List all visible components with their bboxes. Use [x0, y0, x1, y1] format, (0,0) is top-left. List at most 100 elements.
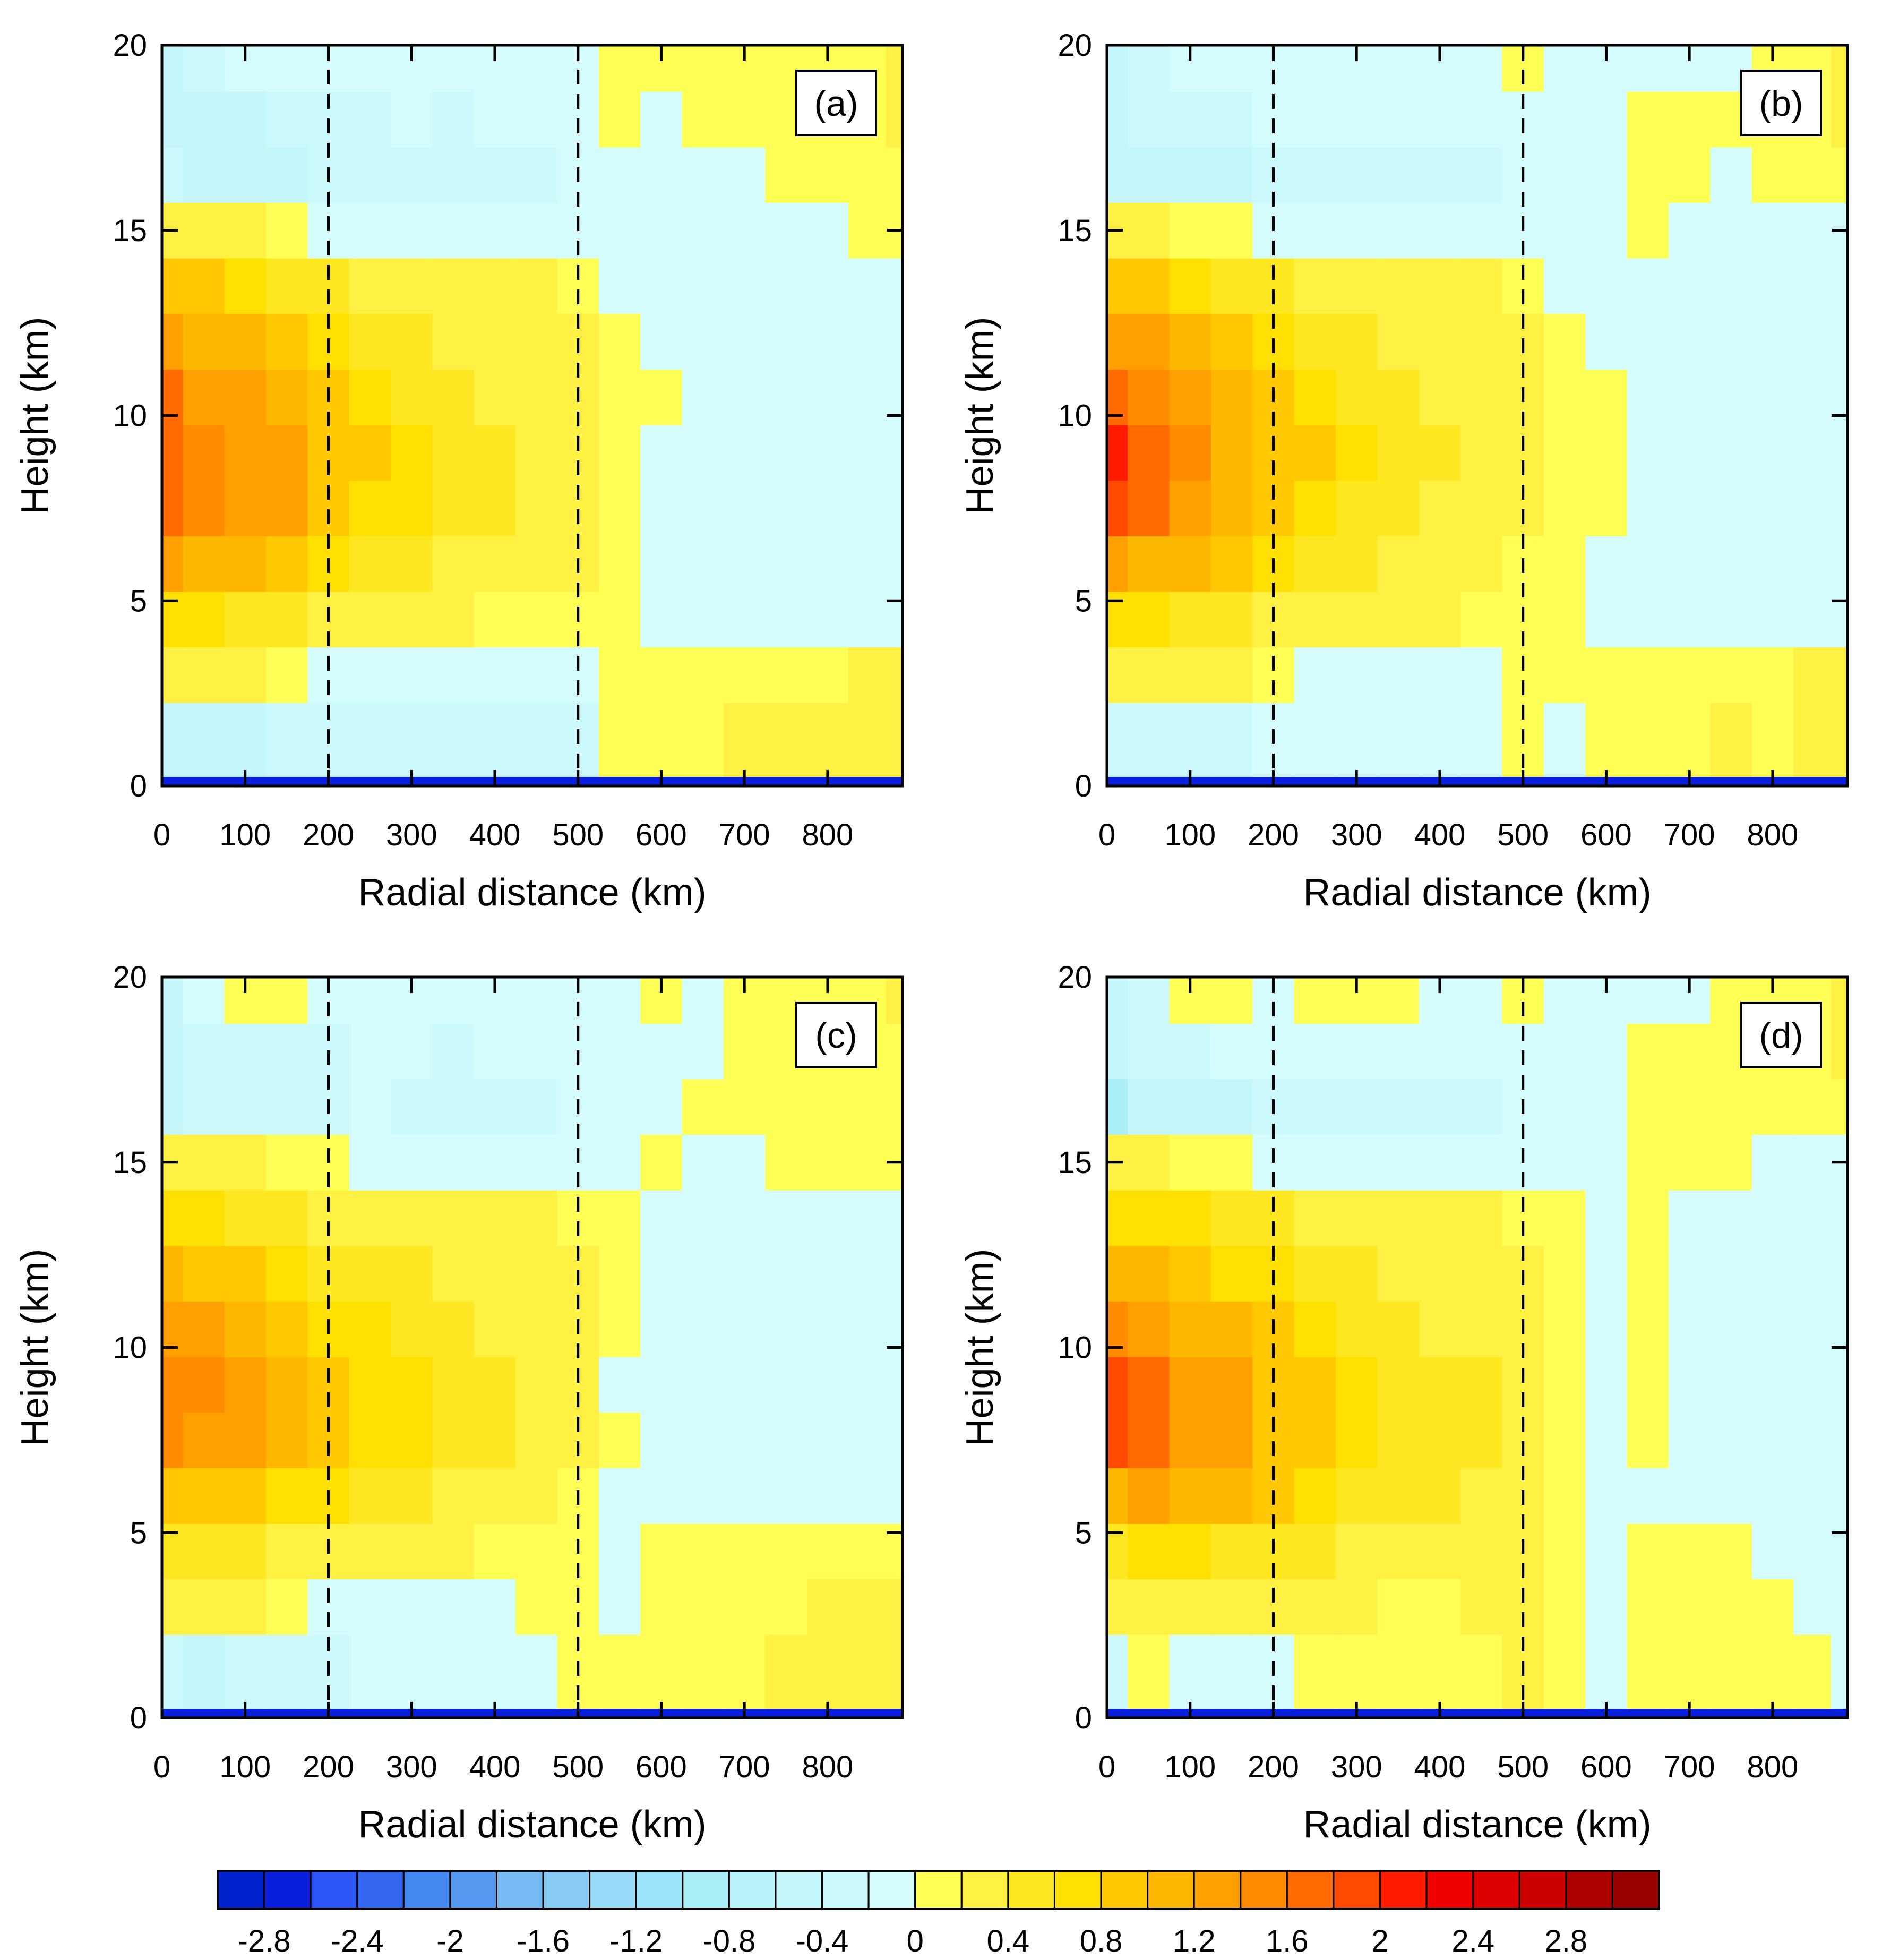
contour-cell: [265, 1190, 308, 1246]
contour-cell: [1585, 1190, 1628, 1246]
contour-cell: [1543, 591, 1586, 648]
contour-cell: [598, 1356, 641, 1413]
colorbar-tick-label: -1.2: [609, 1924, 663, 1958]
contour-cell: [1793, 202, 1832, 259]
contour-cell: [515, 536, 558, 592]
contour-cell: [349, 1708, 391, 1718]
contour-cell: [886, 977, 903, 1024]
contour-cell: [1585, 1412, 1628, 1468]
contour-cell: [265, 1301, 308, 1357]
contour-cell: [1627, 1579, 1669, 1635]
x-tick-label: 700: [719, 818, 770, 852]
contour-cell: [1419, 369, 1461, 425]
contour-cell: [1294, 536, 1336, 592]
contour-cell: [1627, 1412, 1669, 1468]
colorbar-tick-label: -2.4: [331, 1924, 384, 1958]
contour-cell: [224, 703, 267, 777]
contour-cell: [1751, 1356, 1794, 1413]
contour-cell: [1460, 45, 1503, 92]
contour-cell: [765, 1579, 807, 1635]
contour-cell: [886, 1412, 903, 1468]
contour-cell: [1543, 91, 1586, 148]
contour-cell: [1710, 369, 1752, 425]
contour-cell: [1336, 591, 1378, 648]
contour-cell: [886, 1023, 903, 1080]
contour-cell: [1294, 1301, 1336, 1357]
contour-cell: [1669, 647, 1711, 703]
y-tick-label: 20: [113, 960, 147, 995]
contour-cell: [1377, 1634, 1420, 1709]
contour-cell: [886, 258, 903, 314]
contour-cell: [515, 480, 558, 536]
x-tick-label: 300: [1331, 1750, 1382, 1784]
contour-cell: [1336, 1356, 1378, 1413]
contour-cell: [1377, 369, 1420, 425]
contour-cell: [1210, 369, 1253, 425]
contour-cell: [1336, 1468, 1378, 1524]
contour-cell: [598, 1079, 641, 1135]
contour-cell: [724, 1579, 766, 1635]
contour-cell: [1210, 647, 1253, 703]
contour-cell: [183, 1634, 225, 1709]
contour-cell: [1107, 1579, 1128, 1635]
colorbar-swatch: [356, 1870, 405, 1910]
x-tick-label: 800: [802, 1750, 854, 1784]
contour-cell: [724, 1134, 766, 1191]
contour-cell: [265, 147, 308, 203]
contour-cell: [1543, 703, 1586, 777]
contour-cell: [391, 147, 433, 203]
y-axis-label: Height (km): [14, 316, 56, 514]
x-axis-label: Radial distance (km): [358, 871, 706, 914]
contour-cell: [1793, 703, 1832, 777]
contour-cell: [1669, 480, 1711, 536]
contour-cell: [1210, 1245, 1253, 1302]
contour-cell: [1751, 591, 1794, 648]
contour-cell: [1210, 1190, 1253, 1246]
contour-cell: [640, 480, 683, 536]
contour-cell: [1128, 1190, 1170, 1246]
contour-cell: [1128, 1079, 1170, 1135]
contour-cell: [1377, 1190, 1420, 1246]
contour-cell: [183, 91, 225, 148]
contour-cell: [640, 91, 683, 148]
contour-cell: [1831, 1190, 1847, 1246]
contour-cell: [515, 1412, 558, 1468]
contour-cell: [1460, 202, 1503, 259]
contour-cell: [1710, 147, 1752, 203]
contour-cell: [1627, 1301, 1669, 1357]
contour-cell: [1336, 1301, 1378, 1357]
contour-cell: [224, 1023, 267, 1080]
contour-cell: [806, 703, 849, 777]
contour-cell: [1419, 591, 1461, 648]
contour-cell: [886, 1245, 903, 1302]
contour-cell: [1377, 977, 1420, 1024]
contour-cell: [848, 1190, 887, 1246]
x-tick-label: 100: [1164, 818, 1216, 852]
y-axis-label: Height (km): [959, 1248, 1001, 1446]
contour-cell: [183, 369, 225, 425]
contour-cell: [1627, 1356, 1669, 1413]
contour-cell: [848, 1301, 887, 1357]
contour-cell: [515, 313, 558, 370]
contour-cell: [1669, 369, 1711, 425]
contour-cell: [1543, 147, 1586, 203]
contour-cell: [886, 1468, 903, 1524]
contour-cell: [265, 91, 308, 148]
contour-cell: [640, 369, 683, 425]
contour-cell: [224, 1134, 267, 1191]
contour-cell: [848, 776, 887, 786]
contour-cell: [391, 424, 433, 481]
contour-cell: [1831, 1634, 1847, 1709]
contour-cell: [886, 1634, 903, 1709]
x-tick-label: 200: [303, 1750, 354, 1784]
x-axis-label: Radial distance (km): [1303, 871, 1651, 914]
contour-cell: [1710, 1634, 1752, 1709]
contour-cell: [1107, 1412, 1128, 1468]
contour-cell: [224, 258, 267, 314]
contour-cell: [1710, 1356, 1752, 1413]
contour-cell: [1627, 1134, 1669, 1191]
contour-cell: [1831, 424, 1847, 481]
contour-cell: [1793, 1634, 1832, 1709]
contour-cell: [765, 1468, 807, 1524]
contour-cell: [349, 480, 391, 536]
